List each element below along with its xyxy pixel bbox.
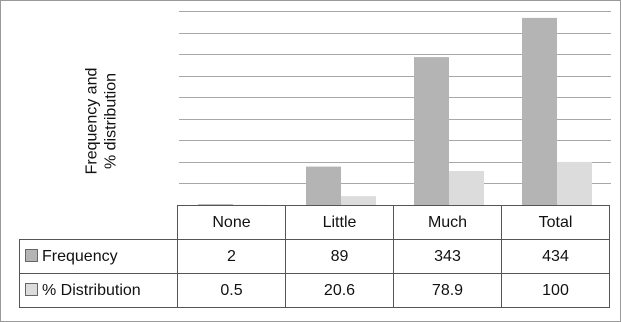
bar — [198, 204, 233, 205]
category-label: Total — [501, 205, 610, 240]
data-table: None Little Much Total Frequency 2 89 34… — [19, 205, 610, 308]
legend-entry: % Distribution — [19, 273, 178, 308]
legend-swatch-icon — [25, 248, 38, 262]
data-label: 78.9 — [393, 273, 502, 308]
y-axis-label: Frequency and % distribution — [21, 41, 181, 201]
bar — [414, 57, 449, 205]
table-row: % Distribution 0.5 20.6 78.9 100 — [19, 273, 610, 308]
category-row: None Little Much Total — [20, 205, 610, 240]
gridlines — [179, 11, 611, 184]
data-label: 0.5 — [177, 273, 286, 308]
bar — [557, 161, 592, 205]
data-label: 20.6 — [285, 273, 394, 308]
data-label: 100 — [501, 273, 610, 308]
bar — [341, 196, 376, 205]
legend-label: Frequency — [42, 247, 118, 265]
data-label: 2 — [177, 239, 286, 274]
legend-label: % Distribution — [42, 281, 141, 299]
data-label: 89 — [285, 239, 394, 274]
bar — [306, 166, 341, 205]
bar — [449, 171, 484, 205]
category-label: Much — [393, 205, 502, 240]
legend-entry: Frequency — [19, 239, 178, 274]
bars — [198, 17, 592, 206]
data-label: 343 — [393, 239, 502, 274]
y-axis-label-line-2: % distribution — [101, 72, 119, 170]
table-row: Frequency 2 89 343 434 — [19, 239, 610, 274]
category-label: None — [177, 205, 286, 240]
category-label: Little — [285, 205, 394, 240]
table-corner — [20, 206, 178, 240]
bar — [522, 17, 557, 206]
data-label: 434 — [501, 239, 610, 274]
y-axis-label-line-1: Frequency and — [82, 67, 100, 175]
legend-swatch-icon — [25, 282, 38, 296]
